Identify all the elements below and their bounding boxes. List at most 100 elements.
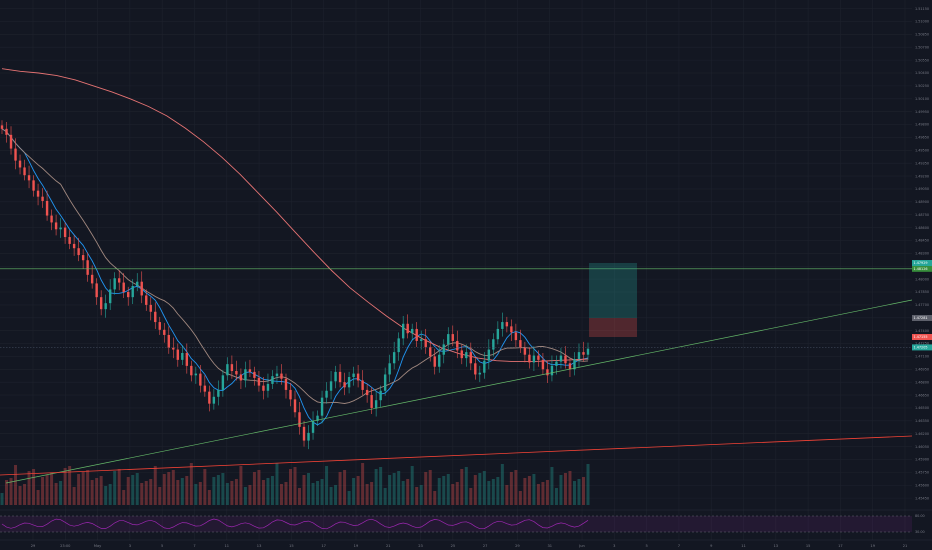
volume-bar — [216, 475, 220, 505]
candle-body — [77, 248, 80, 256]
time-tick-label: 13 — [257, 544, 262, 548]
candle-body — [352, 373, 355, 378]
price-tick-label: 1.46350 — [915, 419, 929, 423]
time-tick-label: Jun — [578, 544, 585, 548]
price-tick-label: 1.47250 — [915, 342, 929, 346]
price-tick-label: 1.50100 — [915, 97, 929, 101]
candle-body — [271, 376, 274, 384]
candle-body — [411, 328, 414, 334]
volume-bar — [518, 491, 522, 505]
volume-bar — [135, 473, 139, 505]
price-tick-label: 1.45900 — [915, 458, 929, 462]
price-tick-label: 1.51000 — [915, 20, 929, 24]
volume-bar — [5, 480, 9, 505]
candle-body — [163, 329, 166, 335]
time-tick-label: 19 — [870, 544, 875, 548]
candle-body — [54, 222, 58, 230]
price-tick-label: 1.47700 — [915, 303, 929, 307]
volume-bar — [383, 488, 387, 505]
volume-bar — [496, 477, 500, 505]
candle-body — [113, 278, 116, 290]
volume-bar — [586, 464, 590, 505]
candle-body — [14, 148, 17, 161]
volume-bar — [176, 480, 180, 505]
volume-bar — [149, 479, 153, 505]
candle-body — [248, 369, 252, 372]
candle-body — [104, 303, 107, 310]
volume-bar — [189, 463, 193, 505]
candle-body — [537, 355, 540, 360]
price-tick-label: 1.50850 — [915, 33, 929, 37]
ma-slow-line — [1, 68, 589, 363]
candle-body — [266, 383, 270, 391]
candle-body — [145, 295, 148, 305]
stop-loss-zone — [589, 318, 637, 337]
candle-body — [149, 304, 152, 312]
volume-bar — [72, 487, 76, 505]
candle-body — [158, 322, 161, 330]
time-tick-label: 29 — [31, 544, 36, 548]
candle-body — [230, 364, 234, 372]
volume-bar — [302, 475, 306, 505]
volume-bar — [14, 465, 18, 505]
volume-bar — [527, 476, 531, 505]
volume-bar — [401, 481, 405, 505]
price-tick-label: 1.49650 — [915, 136, 929, 140]
volume-bar — [198, 482, 202, 505]
candle-body — [136, 281, 139, 286]
volume-bar — [491, 479, 495, 505]
candle-body — [465, 352, 468, 359]
candle-body — [190, 365, 193, 376]
volume-bar — [270, 476, 274, 505]
volume-bar — [185, 476, 189, 505]
candle-body — [438, 354, 441, 367]
price-tick-label: 1.48450 — [915, 239, 929, 243]
candle-body — [415, 328, 418, 341]
volume-bar — [36, 490, 40, 505]
candle-body — [433, 356, 436, 367]
volume-bar — [410, 466, 414, 505]
candle-body — [365, 389, 369, 396]
candle-body — [36, 190, 40, 197]
volume-bar — [437, 478, 441, 505]
candle-body — [370, 395, 373, 408]
candle-body — [203, 385, 207, 392]
time-tick-label: 5 — [161, 544, 163, 548]
ma-mid-line — [1, 128, 589, 404]
volume-bar — [415, 487, 419, 505]
price-tick-label: 1.49500 — [915, 148, 929, 152]
candle-body — [546, 369, 549, 376]
candle-body — [501, 322, 504, 329]
volume-bar — [221, 473, 225, 505]
candle-body — [514, 332, 518, 341]
volume-bar — [392, 473, 396, 505]
volume-bar — [243, 487, 247, 505]
volume-bar — [397, 471, 401, 505]
volume-bar — [509, 472, 513, 505]
volume-bar — [428, 470, 432, 505]
price-tick-label: 1.48750 — [915, 213, 929, 217]
volume-bar — [563, 473, 567, 505]
volume-bar — [424, 472, 428, 505]
volume-bar — [334, 485, 338, 505]
price-tick-label: 1.46800 — [915, 380, 929, 384]
candle-body — [127, 292, 130, 298]
volume-bar — [54, 483, 58, 505]
candle-body — [167, 334, 170, 348]
candle-body — [388, 363, 391, 375]
volume-bar — [460, 469, 464, 505]
time-tick-label: 7 — [678, 544, 680, 548]
current-price-tag-text: 1.47205 — [914, 346, 928, 350]
volume-bar — [311, 483, 315, 505]
volume-bar — [266, 478, 270, 505]
volume-bar — [487, 481, 491, 505]
volume-bar — [356, 476, 360, 505]
volume-bar — [225, 483, 229, 505]
volume-bar — [234, 479, 238, 505]
candle-body — [172, 347, 175, 350]
rsi-band — [0, 516, 912, 532]
volume-bar — [113, 471, 117, 505]
candle-body — [451, 334, 454, 341]
take-profit-zone — [589, 263, 637, 318]
